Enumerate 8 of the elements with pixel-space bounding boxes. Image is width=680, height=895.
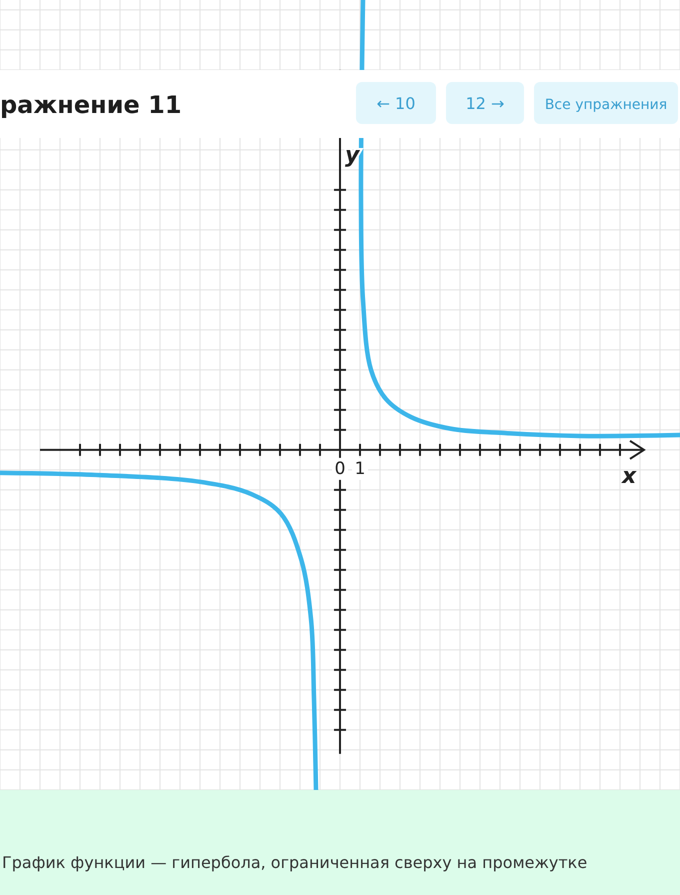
x-tick-label: 0: [334, 458, 346, 479]
text: График функции — гипербола, ограниченная сверху на промежутке: [2, 853, 588, 872]
x-axis-title: x: [621, 464, 637, 489]
text: ражнение 11: [0, 91, 182, 119]
annotation: ← 10: [376, 94, 416, 113]
annotation: Все упражнения: [544, 97, 668, 113]
x-tick-label: 1: [354, 458, 366, 479]
annotation: 12 →: [466, 94, 504, 113]
